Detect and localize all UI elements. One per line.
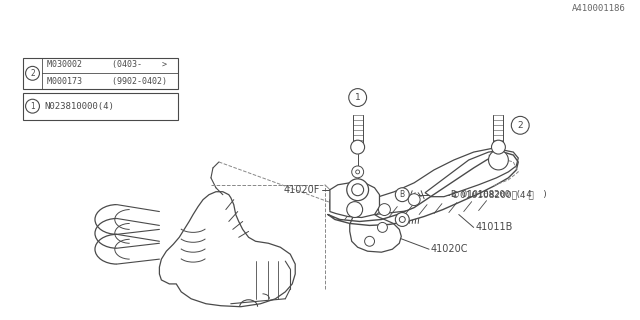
Text: A410001186: A410001186 [572,4,625,13]
Text: B: B [400,190,405,199]
Polygon shape [349,210,401,252]
Circle shape [347,202,363,218]
Polygon shape [425,150,518,197]
Circle shape [396,188,409,202]
Circle shape [488,150,508,170]
Circle shape [26,99,40,113]
Circle shape [408,194,420,206]
FancyBboxPatch shape [22,93,179,120]
Circle shape [352,184,364,196]
Circle shape [26,66,40,80]
Text: N023810000(4): N023810000(4) [44,102,115,111]
Circle shape [396,212,409,227]
Circle shape [356,170,360,174]
Text: M000173      (9902-0402): M000173 (9902-0402) [47,77,168,86]
Circle shape [347,179,369,201]
Text: 1: 1 [30,102,35,111]
Polygon shape [330,148,516,214]
Circle shape [399,217,405,222]
Text: 2: 2 [517,121,523,130]
Text: 41020C: 41020C [431,244,468,254]
Text: 41020F: 41020F [284,185,320,195]
Polygon shape [328,152,518,225]
Circle shape [351,140,365,154]
Circle shape [349,89,367,107]
Polygon shape [159,192,295,307]
Circle shape [352,166,364,178]
Circle shape [378,222,387,232]
FancyBboxPatch shape [22,59,179,89]
Text: M030002      (0403-    >: M030002 (0403- > [47,60,168,69]
Circle shape [378,204,390,215]
Text: 41011B: 41011B [476,222,513,232]
Circle shape [511,116,529,134]
Text: B 010108200 ( 4  ): B 010108200 ( 4 ) [451,190,548,199]
Text: 1: 1 [355,93,360,102]
Polygon shape [330,183,380,218]
Text: ©010108200（ 4 ）: ©010108200（ 4 ） [451,190,534,199]
Circle shape [365,236,374,246]
Circle shape [492,140,506,154]
Text: 2: 2 [30,69,35,78]
